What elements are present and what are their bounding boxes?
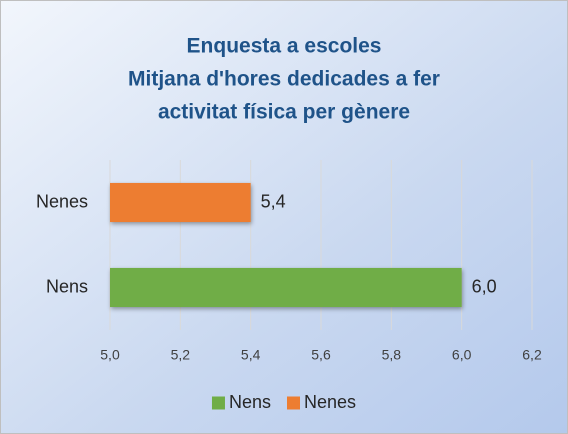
- x-tick-label: 5,6: [311, 347, 331, 363]
- y-tick-label: Nens: [46, 276, 88, 296]
- data-label: 5,4: [261, 191, 286, 211]
- x-tick-label: 5,4: [241, 347, 261, 363]
- chart-title: Enquesta a escoles: [187, 35, 382, 58]
- x-tick-label: 5,0: [100, 347, 120, 363]
- chart-title: activitat física per gènere: [158, 101, 410, 124]
- x-tick-label: 5,2: [171, 347, 191, 363]
- x-tick-label: 6,2: [522, 347, 542, 363]
- legend-swatch: [211, 396, 225, 410]
- data-label: 6,0: [472, 276, 497, 296]
- bar: [110, 182, 251, 223]
- y-tick-label: Nenes: [36, 191, 88, 211]
- bar: [110, 267, 462, 308]
- legend-swatch: [287, 396, 300, 410]
- chart-title: Mitjana d'hores dedicades a fer: [128, 68, 440, 91]
- legend-label: Nens: [229, 392, 271, 412]
- x-tick-label: 6,0: [452, 347, 472, 363]
- legend-label: Nenes: [304, 392, 356, 412]
- x-tick-label: 5,8: [382, 347, 402, 363]
